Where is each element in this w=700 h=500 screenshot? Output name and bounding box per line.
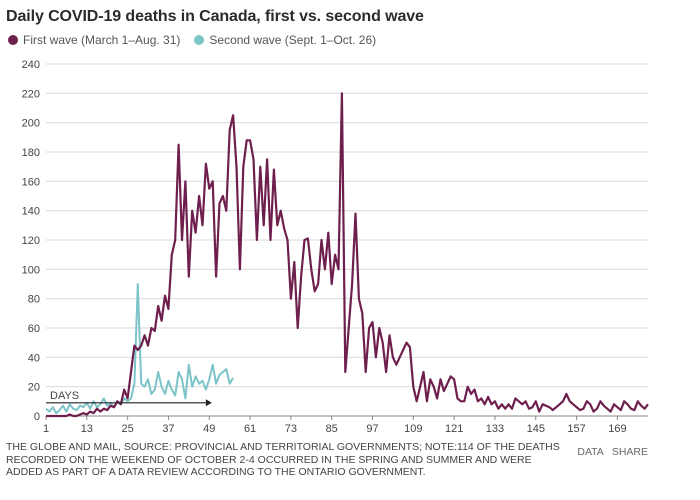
data-link[interactable]: DATA xyxy=(577,446,604,458)
legend-item-first-wave: First wave (March 1–Aug. 31) xyxy=(8,33,180,47)
x-tick-label-169: 169 xyxy=(608,423,626,435)
x-tick-label-25: 25 xyxy=(122,423,134,435)
source-note: THE GLOBE AND MAIL, SOURCE: PROVINCIAL A… xyxy=(6,441,560,478)
x-tick-label-61: 61 xyxy=(244,423,256,435)
y-tick-label-0: 0 xyxy=(34,411,40,423)
legend-swatch-first-wave xyxy=(8,35,18,45)
x-tick-label-109: 109 xyxy=(404,423,422,435)
y-tick-label-220: 220 xyxy=(22,88,40,100)
y-tick-label-200: 200 xyxy=(22,118,40,130)
legend: First wave (March 1–Aug. 31) Second wave… xyxy=(8,33,376,47)
y-tick-label-60: 60 xyxy=(28,323,40,335)
legend-label-second-wave: Second wave (Sept. 1–Oct. 26) xyxy=(209,33,377,47)
x-tick-label-13: 13 xyxy=(81,423,93,435)
x-tick-label-97: 97 xyxy=(366,423,378,435)
x-tick-label-37: 37 xyxy=(162,423,174,435)
series-line-second-wave xyxy=(45,283,234,415)
series-line-first-wave xyxy=(46,92,649,418)
y-tick-label-120: 120 xyxy=(22,235,40,247)
footer-links: DATA SHARE xyxy=(577,446,648,458)
x-tick-label-145: 145 xyxy=(527,423,545,435)
y-tick-label-20: 20 xyxy=(28,382,40,394)
x-tick-label-121: 121 xyxy=(445,423,463,435)
x-tick-label-157: 157 xyxy=(567,423,585,435)
y-tick-label-160: 160 xyxy=(22,176,40,188)
days-annotation: DAYS xyxy=(46,390,212,407)
chart-title: Daily COVID-19 deaths in Canada, first v… xyxy=(6,8,424,25)
x-tick-label-49: 49 xyxy=(203,423,215,435)
y-axis-ticks: 0 20 40 60 80 100 120 140 160 180 200 220 240 xyxy=(22,59,40,423)
days-arrow-head xyxy=(205,399,212,407)
days-label: DAYS xyxy=(50,390,79,402)
legend-label-first-wave: First wave (March 1–Aug. 31) xyxy=(23,33,181,47)
x-tick-label-133: 133 xyxy=(486,423,504,435)
share-link[interactable]: SHARE xyxy=(611,446,648,458)
x-tick-label-73: 73 xyxy=(285,423,297,435)
y-tick-label-240: 240 xyxy=(22,59,40,71)
legend-swatch-second-wave xyxy=(194,35,205,45)
y-tick-label-40: 40 xyxy=(28,352,40,364)
chart-svg: 0 20 40 60 80 100 120 140 160 180 200 220 240 1 13 25 3… xyxy=(22,59,649,435)
x-tick-label-1: 1 xyxy=(43,423,49,435)
y-tick-label-140: 140 xyxy=(22,206,40,218)
y-tick-label-180: 180 xyxy=(22,147,40,159)
legend-item-second-wave: Second wave (Sept. 1–Oct. 26) xyxy=(194,33,376,47)
y-tick-label-80: 80 xyxy=(28,294,40,306)
x-axis-ticks: 1 13 25 37 49 61 73 85 97 109 121 133 145 157 169 xyxy=(43,416,627,435)
y-tick-label-100: 100 xyxy=(22,264,40,276)
series-lines xyxy=(45,92,649,418)
x-tick-label-85: 85 xyxy=(326,423,338,435)
gridlines xyxy=(46,63,648,417)
